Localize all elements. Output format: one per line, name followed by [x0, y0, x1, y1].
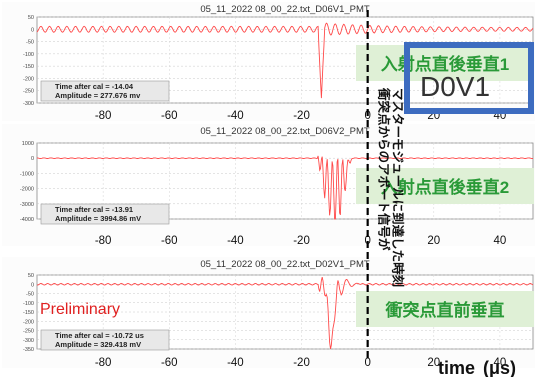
y-tick-label: 0 — [31, 282, 34, 288]
x-tick-label: 0 — [364, 357, 370, 369]
panel-title: 05_11_2022 08_00_22.txt_D02V1_PMT — [200, 259, 370, 270]
x-tick-label: -80 — [95, 357, 112, 369]
info-line: Amplitude = 3994.86 mV — [55, 214, 141, 223]
panel-3: 05_11_2022 08_00_22.txt_D02V1_PMT 50 0 -50 -… — [2, 257, 535, 369]
y-tick-label: -3000 — [20, 202, 34, 208]
series-line — [36, 22, 534, 99]
x-tick-label: -60 — [161, 110, 178, 122]
channel-label-text: 衝突点直前垂直 — [385, 300, 505, 320]
y-tick-label: 0 — [31, 27, 34, 33]
y-tick-label: -50 — [26, 40, 34, 46]
info-box-frame — [40, 329, 170, 351]
preliminary-label: Preliminary — [40, 301, 120, 318]
x-tick-label: 20 — [427, 357, 440, 369]
y-tick-label: -100 — [23, 301, 34, 307]
y-tick-label: -4000 — [20, 217, 34, 223]
y-tick-label: -300 — [23, 338, 34, 344]
channel-label: 入射点直後垂直1 — [356, 45, 534, 81]
info-line: Amplitude = 329.418 mV — [55, 340, 141, 349]
panel-1: 05_11_2022 08_00_22.txt_D06V1_PMT 50 0 -50 -… — [2, 2, 535, 122]
x-tick-label: -80 — [95, 235, 112, 247]
overlay-frame — [404, 42, 534, 114]
y-tick-label: 0 — [31, 156, 34, 162]
x-tick-label: -80 — [95, 110, 112, 122]
y-tick-label: -200 — [23, 76, 34, 82]
y-tick-label: -1000 — [20, 171, 34, 177]
x-axis-unit: (μs) — [483, 358, 516, 377]
y-tick-label: -250 — [23, 329, 34, 335]
x-tick-label: -20 — [293, 110, 310, 122]
annotation-line: マスターモジュールに到達した時刻 — [391, 88, 406, 287]
y-tick-label: -250 — [23, 89, 34, 95]
channel-label-text: 入射点直後垂直2 — [381, 177, 509, 197]
x-tick-label: -20 — [293, 235, 310, 247]
series-line — [36, 155, 534, 220]
overlay-text: D0V1 — [420, 71, 490, 102]
info-line: Time after cal = -14.04 — [55, 82, 134, 91]
x-tick-label: -40 — [227, 357, 244, 369]
info-line: Time after cal = -10.72 us — [55, 331, 144, 340]
channel-label: 衝突点直前垂直 — [356, 291, 534, 327]
y-tick-label: -50 — [26, 292, 34, 298]
y-tick-label: -150 — [23, 64, 34, 70]
overlay-box: D0V1 — [404, 42, 534, 114]
y-tick-label: 50 — [28, 15, 34, 21]
x-tick-label: -60 — [161, 357, 178, 369]
x-axis-label: time — [438, 358, 475, 377]
x-tick-label: -20 — [293, 357, 310, 369]
x-tick-label: -40 — [227, 110, 244, 122]
channel-label-box — [356, 291, 534, 327]
x-tick-label: 40 — [494, 357, 507, 369]
y-tick-label: -2000 — [20, 187, 34, 193]
y-tick-label: -350 — [23, 347, 34, 353]
panel-title: 05_11_2022 08_00_22.txt_D06V2_PMT — [200, 126, 370, 137]
panel-title: 05_11_2022 08_00_22.txt_D06V1_PMT — [200, 4, 370, 15]
y-tick-label: -100 — [23, 52, 34, 58]
x-tick-label: -40 — [227, 235, 244, 247]
channel-label-box — [356, 168, 534, 204]
annotation-line: 衝突点からのアボート信号が — [377, 87, 392, 251]
info-line: Amplitude = 277.676 mv — [55, 91, 141, 100]
panel-2: 05_11_2022 08_00_22.txt_D06V2_PMT 1000 0 -1… — [2, 124, 535, 247]
x-tick-label: 20 — [427, 235, 440, 247]
y-tick-label: 50 — [28, 273, 34, 279]
info-line: Time after cal = -13.91 — [55, 205, 133, 214]
series-line — [36, 276, 534, 349]
info-box-frame — [40, 80, 170, 102]
channel-label: 入射点直後垂直2 — [356, 168, 534, 204]
x-tick-label: 40 — [494, 235, 507, 247]
info-box-frame — [40, 203, 170, 225]
y-tick-label: -300 — [23, 101, 34, 107]
x-tick-label: -60 — [161, 235, 178, 247]
channel-label-box — [356, 45, 534, 81]
y-tick-label: 1000 — [22, 141, 34, 147]
channel-label-text: 入射点直後垂直1 — [381, 54, 509, 74]
y-tick-label: -200 — [23, 319, 34, 325]
y-tick-label: -150 — [23, 310, 34, 316]
